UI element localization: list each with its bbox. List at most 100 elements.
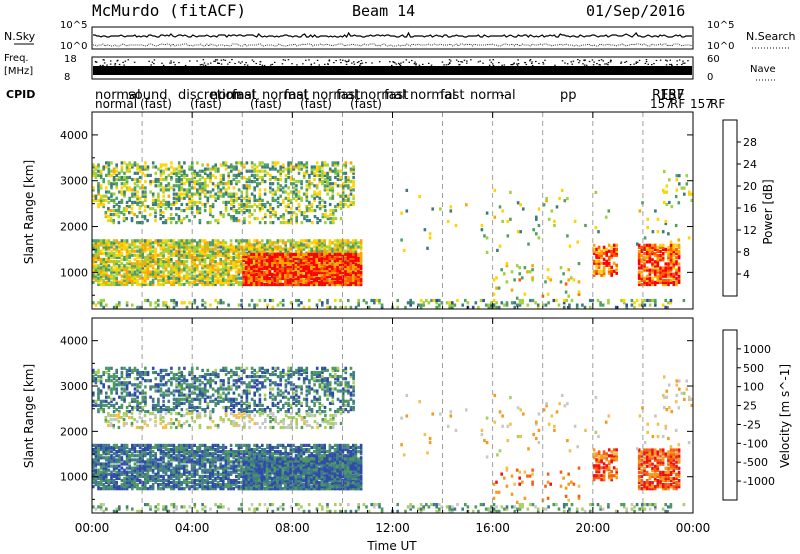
power-cell bbox=[112, 251, 116, 255]
power-cell bbox=[177, 196, 181, 200]
power-cell bbox=[668, 200, 671, 205]
power-cell bbox=[159, 260, 163, 264]
power-cell bbox=[115, 280, 118, 284]
power-cell bbox=[357, 252, 360, 256]
power-cell bbox=[144, 260, 147, 264]
power-cell bbox=[198, 243, 202, 247]
power-cell bbox=[344, 180, 348, 184]
power-cell bbox=[656, 274, 660, 278]
power-cell bbox=[222, 173, 225, 177]
velocity-cell bbox=[133, 366, 137, 370]
power-cell bbox=[610, 269, 613, 273]
power-cell bbox=[328, 264, 332, 269]
power-cell bbox=[144, 278, 147, 282]
power-cell bbox=[307, 249, 311, 253]
power-cell bbox=[515, 264, 519, 268]
power-cell bbox=[177, 198, 181, 202]
power-cell bbox=[190, 161, 194, 165]
power-cell bbox=[515, 296, 519, 300]
power-cell bbox=[92, 272, 95, 276]
power-cell bbox=[485, 211, 489, 215]
power-cell bbox=[636, 242, 639, 246]
power-cell bbox=[198, 270, 202, 274]
power-cell bbox=[274, 198, 277, 202]
nave-tick-bottom: 0 bbox=[707, 72, 713, 83]
power-cell bbox=[576, 240, 579, 244]
power-cell bbox=[300, 196, 303, 200]
power-cell bbox=[269, 221, 272, 225]
velocity-cell bbox=[170, 391, 173, 395]
power-cell bbox=[222, 276, 225, 280]
power-cell bbox=[214, 219, 217, 223]
power-cell bbox=[201, 274, 204, 278]
power-cell bbox=[183, 249, 186, 253]
power-cell bbox=[141, 171, 145, 175]
nsky-tick-top: 10^5 bbox=[60, 20, 87, 31]
freq-noise-dot bbox=[241, 61, 243, 63]
power-cell bbox=[438, 298, 441, 303]
power-cell bbox=[331, 247, 334, 251]
power-cell bbox=[118, 243, 121, 247]
power-cell bbox=[125, 205, 129, 209]
power-cell bbox=[201, 184, 204, 188]
power-cell bbox=[157, 257, 160, 262]
power-cell bbox=[198, 207, 202, 211]
power-cell bbox=[258, 245, 261, 249]
power-cell bbox=[201, 247, 204, 251]
power-cell bbox=[240, 247, 243, 251]
power-cell bbox=[141, 239, 144, 243]
power-cell bbox=[349, 188, 353, 192]
power-cell bbox=[159, 239, 163, 243]
power-cell bbox=[297, 260, 300, 264]
power-cell bbox=[172, 266, 176, 270]
velocity-cell bbox=[146, 410, 150, 414]
velocity-cell bbox=[105, 370, 108, 375]
power-cell bbox=[300, 221, 304, 225]
power-cell bbox=[185, 202, 189, 207]
power-cell bbox=[209, 205, 212, 209]
power-cell bbox=[193, 169, 197, 173]
power-cell bbox=[331, 260, 334, 264]
power-cell bbox=[110, 194, 113, 198]
power-cell bbox=[265, 262, 269, 266]
cpid-label-row2: RF bbox=[710, 97, 725, 111]
power-cell bbox=[279, 245, 282, 249]
power-cell bbox=[274, 177, 277, 182]
power-cell bbox=[146, 219, 149, 223]
power-cell bbox=[344, 165, 348, 169]
power-cell bbox=[501, 219, 504, 223]
power-cell bbox=[209, 167, 212, 171]
power-cell bbox=[597, 269, 601, 273]
power-cell bbox=[300, 167, 303, 171]
power-cell bbox=[261, 198, 264, 202]
power-cell bbox=[438, 303, 441, 307]
power-cell bbox=[266, 245, 269, 249]
power-cell bbox=[136, 245, 139, 249]
power-cell bbox=[180, 202, 184, 207]
power-cell bbox=[519, 230, 522, 234]
power-cell bbox=[201, 257, 204, 262]
power-cell bbox=[190, 262, 194, 266]
power-cell bbox=[105, 280, 108, 284]
power-cell bbox=[118, 268, 121, 272]
power-cell bbox=[334, 217, 338, 221]
power-cell bbox=[297, 298, 301, 303]
freq-noise-dot bbox=[588, 60, 591, 63]
power-cell bbox=[435, 298, 438, 303]
cpid-label-row1: fast bbox=[384, 88, 408, 103]
power-cell bbox=[316, 221, 319, 225]
power-cell bbox=[183, 274, 186, 278]
power-cell bbox=[188, 194, 191, 198]
power-cell bbox=[302, 274, 305, 279]
velocity-cell bbox=[125, 391, 129, 395]
power-cell bbox=[110, 243, 113, 247]
power-cell bbox=[289, 161, 293, 165]
power-cell bbox=[125, 270, 129, 274]
power-cell bbox=[203, 249, 207, 253]
power-cell bbox=[602, 261, 606, 265]
power-cell bbox=[688, 190, 691, 194]
power-cell bbox=[334, 163, 337, 167]
power-cell bbox=[229, 280, 233, 284]
power-cell bbox=[565, 298, 569, 303]
power-cell bbox=[352, 184, 355, 188]
